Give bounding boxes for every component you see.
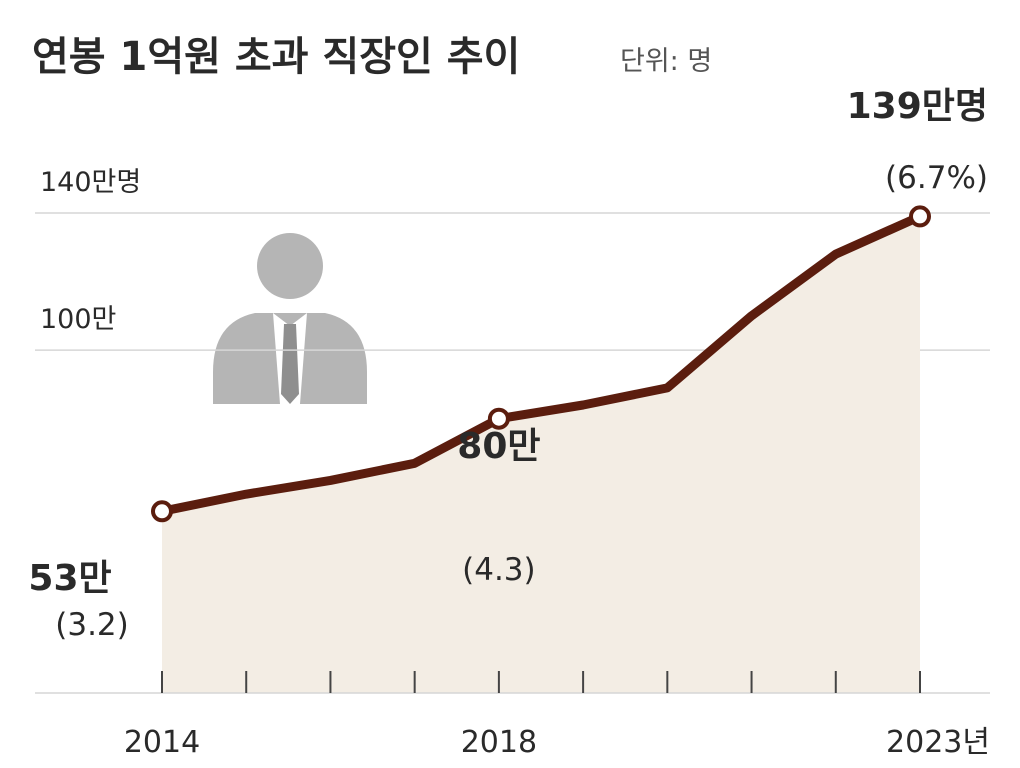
chart-title: 연봉 1억원 초과 직장인 추이 (32, 34, 520, 80)
person-silhouette-icon (213, 233, 367, 404)
person-head (257, 233, 323, 299)
y-tick-label: 140만명 (40, 167, 141, 198)
data-value-label: 139만명 (847, 86, 988, 127)
series-polyline (157, 211, 925, 516)
data-percent-label: (4.3) (462, 552, 536, 588)
unit-note: 단위: 명 (620, 46, 712, 77)
x-tick-label: 2023년 (886, 725, 990, 760)
data-point-marker (909, 205, 931, 228)
data-value-label: 80만 (457, 426, 540, 467)
data-point-marker (487, 407, 510, 430)
x-tick-label: 2014 (124, 725, 200, 760)
person-tie (281, 324, 299, 404)
data-labels: 53만 (3.2) 80만 (4.3) 139만명 (6.7%) (28, 86, 988, 643)
y-tick-label: 100만 (40, 304, 116, 335)
data-point-marker (151, 500, 173, 523)
x-tick-label: 2018 (461, 725, 537, 760)
data-points (151, 205, 931, 523)
data-value-label: 53만 (28, 558, 111, 599)
data-percent-label: (6.7%) (885, 160, 988, 196)
data-percent-label: (3.2) (55, 607, 129, 643)
x-axis: 2014 2018 2023년 (35, 671, 990, 760)
series-line (157, 211, 925, 516)
